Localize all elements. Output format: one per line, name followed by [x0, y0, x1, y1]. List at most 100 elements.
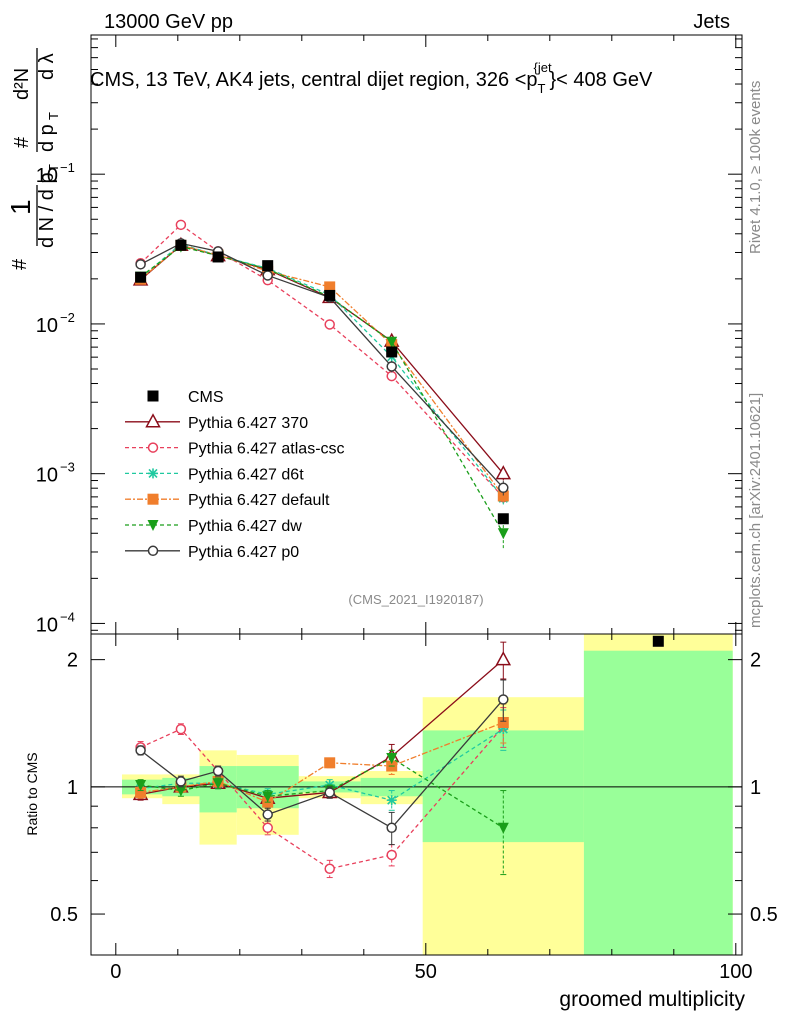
x-tick-label: 0 [110, 961, 121, 983]
main-marker [324, 281, 336, 293]
y-tick-ratio-label-right: 2 [750, 650, 761, 672]
legend-label: Pythia 6.427 dw [188, 518, 302, 535]
main-marker [386, 336, 398, 348]
ylabel-dpT: d p [36, 124, 58, 152]
y-tick-main-label-base: 10 [36, 165, 58, 187]
ratio-marker [386, 795, 397, 806]
ratio-marker [324, 863, 335, 874]
main-marker [262, 270, 273, 281]
legend-marker [147, 545, 159, 557]
plot-title-sub: T [538, 81, 546, 96]
legend: CMS Pythia 6.427 370 Pythia 6.427 atlas-cs… [125, 389, 345, 561]
ylabel-sub-T1: T [46, 164, 61, 172]
y-tick-main-label-base: 10 [36, 465, 58, 487]
plot-title-sup: {jet [534, 60, 552, 75]
cms-data-point [324, 289, 336, 301]
header-right: Jets [693, 11, 730, 33]
legend-entry-0: CMS [147, 389, 224, 406]
x-tick-label: 100 [719, 961, 752, 983]
ylabel-one: 1 [5, 199, 36, 215]
main-marker [175, 219, 187, 231]
series-main-line [140, 244, 504, 497]
ratio-marker [135, 780, 147, 792]
ratio-marker [212, 765, 224, 777]
main-marker [324, 319, 335, 330]
ylabel-d2N: d²N [11, 68, 33, 100]
ylabel-dN-dpT: d N / d p [36, 172, 58, 248]
legend-marker [147, 442, 159, 453]
legend-label: Pythia 6.427 atlas-csc [188, 441, 345, 458]
ylabel-sub-T2: T [46, 112, 61, 120]
ratio-marker [175, 776, 187, 787]
legend-marker [148, 468, 158, 479]
y-tick-ratio-label-left: 1 [67, 777, 78, 799]
ratio-uncertainty-bands [122, 634, 733, 955]
legend-marker [145, 413, 161, 428]
cms-data-point [386, 346, 398, 358]
ratio-marker [497, 716, 509, 728]
y-tick-main-label-exponent: −1 [60, 160, 75, 175]
data-series-cms [135, 239, 664, 647]
legend-label: CMS [188, 389, 224, 406]
main-y-axis-label: # 1 d N / d p T # d²N d p T d λ [5, 48, 61, 270]
ratio-marker [498, 694, 509, 705]
plot-title-main: CMS, 13 TeV, AK4 jets, central dijet reg… [90, 69, 538, 91]
main-marker [386, 370, 397, 382]
main-marker [135, 259, 146, 270]
legend-label: Pythia 6.427 370 [188, 415, 308, 432]
y-tick-main-label-exponent: −3 [60, 460, 75, 475]
ratio-marker-d2 [387, 795, 397, 805]
y-tick-main-label-base: 10 [36, 614, 58, 636]
x-tick-label: 50 [415, 961, 437, 983]
ratio-marker [495, 651, 512, 666]
ratio-marker [262, 791, 274, 803]
cms-data-point [652, 635, 664, 647]
legend-entry-2: Pythia 6.427 atlas-csc [125, 441, 345, 458]
y-tick-main-label-exponent: −2 [60, 310, 75, 325]
legend-label: Pythia 6.427 default [188, 492, 330, 509]
legend-entry-4: Pythia 6.427 default [125, 492, 330, 509]
watermark-analysis: (CMS_2021_I1920187) [348, 592, 483, 607]
watermark-mcplots: mcplots.cern.ch [arXiv:2401.10621] [747, 393, 764, 628]
series-layer [132, 219, 664, 879]
y-tick-ratio-label-left: 2 [67, 650, 78, 672]
x-axis-label: groomed multiplicity [559, 988, 745, 1011]
main-marker [497, 528, 509, 540]
ratio-marker [262, 809, 273, 820]
cms-data-point [212, 251, 224, 263]
legend-marker [147, 493, 159, 505]
ratio-marker [324, 787, 335, 798]
cms-data-point [497, 513, 509, 525]
legend-entry-6: Pythia 6.427 p0 [125, 544, 299, 561]
legend-marker [147, 390, 159, 402]
ylabel-hash1: # [9, 258, 31, 270]
ratio-marker [175, 785, 187, 797]
main-marker [386, 361, 397, 372]
legend-label: Pythia 6.427 p0 [188, 544, 299, 561]
main-marker [495, 465, 512, 480]
ratio-y-axis-label: Ratio to CMS [24, 752, 40, 835]
plot-title: CMS, 13 TeV, AK4 jets, central dijet reg… [90, 60, 653, 96]
main-marker [498, 482, 509, 494]
ratio-marker [324, 757, 336, 769]
cms-data-point [135, 271, 147, 283]
header-left: 13000 GeV pp [104, 11, 233, 33]
watermark-rivet: Rivet 4.1.0, ≥ 100k events [747, 81, 764, 254]
y-tick-ratio-label-left: 0.5 [50, 904, 78, 926]
main-marker [497, 490, 509, 502]
ratio-marker [497, 822, 509, 834]
legend-marker-d2 [148, 468, 158, 478]
ratio-marker [175, 723, 187, 735]
ylabel-hash2: # [11, 136, 33, 148]
ratio-marker [386, 822, 397, 834]
legend-marker [147, 520, 159, 531]
ratio-marker [386, 849, 397, 861]
ylabel-dlambda: d λ [36, 53, 58, 80]
ratio-marker [262, 822, 273, 834]
y-tick-main-label-base: 10 [36, 315, 58, 337]
y-tick-main-label-exponent: −4 [60, 609, 75, 624]
y-tick-ratio-label-right: 0.5 [750, 904, 778, 926]
plot-title-post: }< 408 GeV [550, 69, 654, 91]
